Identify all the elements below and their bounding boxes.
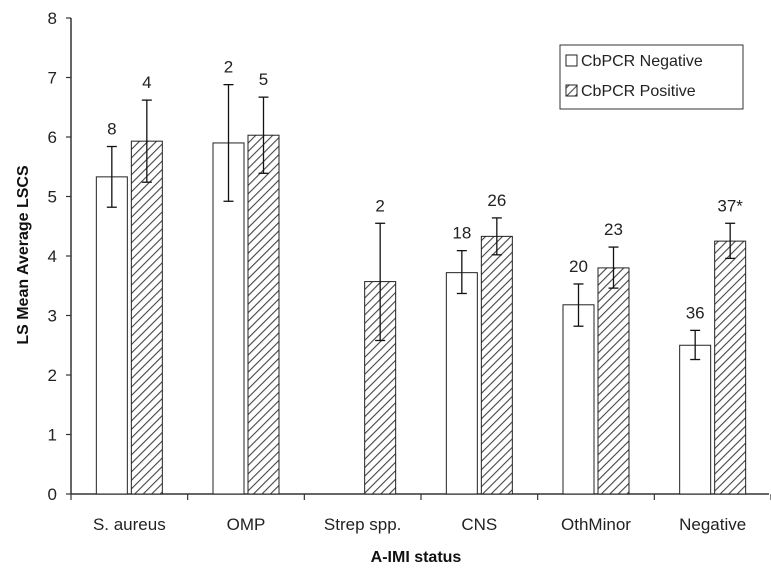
- data-label: 2: [224, 58, 233, 77]
- x-tick-label: Negative: [679, 515, 746, 534]
- y-tick-label: 5: [48, 188, 57, 207]
- data-labels: 8 2 18 20 36 4 5 2 26 23 37*: [107, 58, 743, 323]
- bar-positive: [247, 134, 280, 495]
- bar-positive: [714, 240, 747, 495]
- x-axis-title: A-IMI status: [371, 549, 462, 566]
- bar-positive: [130, 140, 163, 495]
- data-label: 4: [142, 73, 151, 92]
- data-label: 5: [259, 70, 268, 89]
- x-tick-label: OMP: [227, 515, 266, 534]
- data-label: 23: [604, 220, 623, 239]
- data-label: 36: [686, 303, 705, 322]
- y-tick-label: 7: [48, 69, 57, 88]
- legend: CbPCR Negative CbPCR Positive: [559, 44, 744, 110]
- data-label: 26: [487, 191, 506, 210]
- bar-negative: [679, 344, 712, 495]
- legend-swatch-negative: [565, 54, 578, 67]
- bar-positive: [597, 267, 630, 495]
- legend-box: [559, 44, 744, 110]
- data-label: 8: [107, 120, 116, 139]
- error-bars: [106, 83, 736, 361]
- legend-label-negative: CbPCR Negative: [581, 53, 703, 70]
- y-tick-label: 1: [48, 426, 57, 445]
- x-tick-label: OthMinor: [561, 515, 631, 534]
- y-tick-label: 6: [48, 128, 57, 147]
- legend-swatch-positive: [565, 84, 578, 97]
- y-axis-title: LS Mean Average LSCS: [15, 165, 32, 345]
- y-tick-label: 8: [48, 9, 57, 28]
- y-tick-label: 2: [48, 366, 57, 385]
- x-tick-label: CNS: [461, 515, 497, 534]
- bar-negative: [445, 272, 478, 495]
- data-label: 2: [375, 196, 384, 215]
- y-tick-label: 4: [48, 247, 57, 266]
- x-tick-label: Strep spp.: [324, 515, 402, 534]
- bar-positive: [480, 235, 513, 495]
- legend-label-positive: CbPCR Positive: [581, 83, 696, 100]
- bar-negative: [95, 176, 128, 495]
- data-label: 18: [452, 224, 471, 243]
- bar-negative: [562, 304, 595, 495]
- data-label: 37*: [717, 196, 743, 215]
- y-tick-label: 0: [48, 485, 57, 504]
- x-tick-label: S. aureus: [93, 515, 166, 534]
- data-label: 20: [569, 257, 588, 276]
- y-tick-label: 3: [48, 307, 57, 326]
- bars: [95, 134, 747, 495]
